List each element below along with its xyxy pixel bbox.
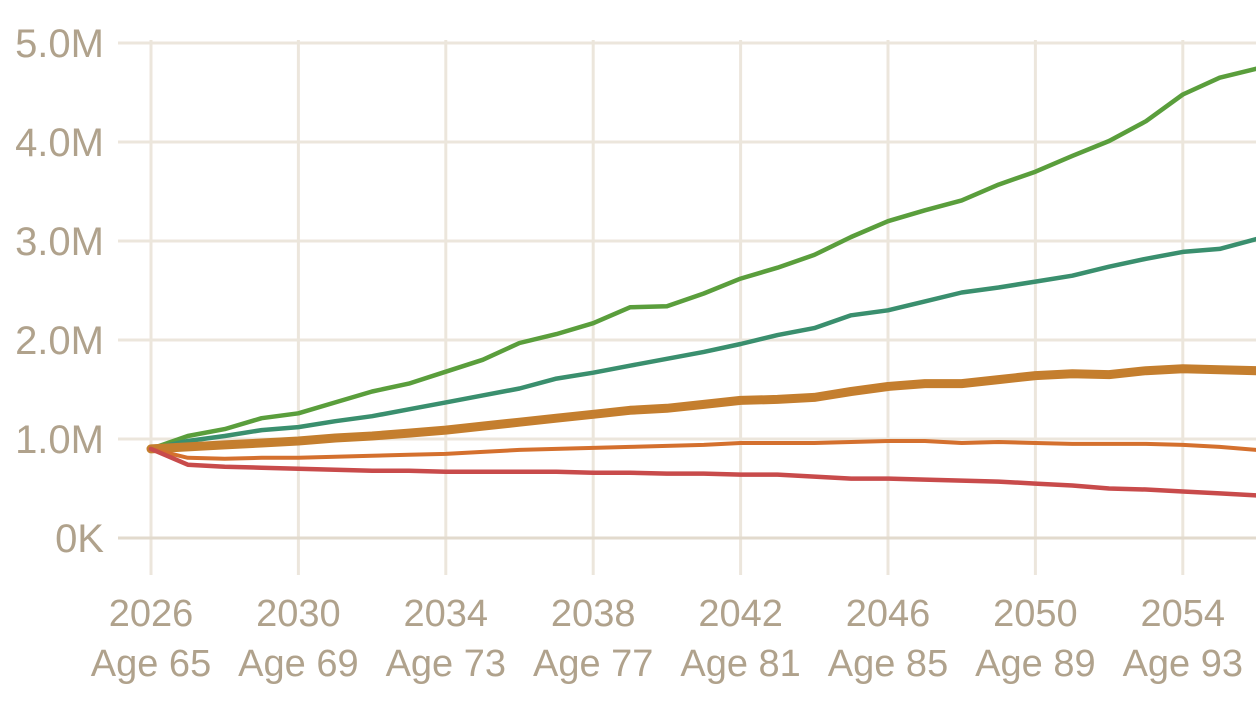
x-tick-year: 2054 [1141,593,1226,635]
series-line-5 [148,446,1256,498]
series-line-2 [148,236,1256,452]
x-tick-label: 2034 Age 73 [386,593,506,685]
x-tick-label: 2026 Age 65 [91,593,211,685]
x-tick-label: 2038 Age 77 [533,593,653,685]
y-tick-label: 5.0M [15,22,104,66]
x-tick-label: 2050 Age 89 [975,593,1095,685]
x-tick-year: 2050 [993,593,1078,635]
x-tick-year: 2034 [404,593,489,635]
y-tick-label: 4.0M [15,121,104,165]
x-tick-year: 2030 [256,593,341,635]
x-tick-age: Age 81 [680,643,800,685]
x-tick-age: Age 93 [1123,643,1243,685]
x-tick-labels: 2026 Age 65 2030 Age 69 2034 Age 73 2038 Age 77… [91,593,1243,685]
x-tick-age: Age 89 [975,643,1095,685]
x-tick-age: Age 69 [238,643,358,685]
grid-lines [118,40,1256,575]
x-tick-label: 2054 Age 93 [1123,593,1243,685]
x-tick-year: 2026 [109,593,194,635]
x-tick-label: 2042 Age 81 [680,593,800,685]
x-tick-year: 2046 [846,593,931,635]
y-tick-labels: 0K 1.0M 2.0M 3.0M 4.0M 5.0M [15,22,104,561]
series-lines [146,66,1256,498]
x-tick-age: Age 77 [533,643,653,685]
series-line-1 [148,66,1256,452]
x-tick-year: 2038 [551,593,636,635]
x-tick-age: Age 73 [386,643,506,685]
series-line-3 [146,364,1256,454]
series-line-4 [149,439,1256,461]
y-tick-label: 3.0M [15,220,104,264]
y-tick-label: 1.0M [15,418,104,462]
x-tick-age: Age 85 [828,643,948,685]
y-tick-label: 2.0M [15,319,104,363]
x-tick-year: 2042 [698,593,783,635]
x-tick-age: Age 65 [91,643,211,685]
x-tick-label: 2030 Age 69 [238,593,358,685]
x-tick-label: 2046 Age 85 [828,593,948,685]
y-tick-label: 0K [55,517,104,561]
